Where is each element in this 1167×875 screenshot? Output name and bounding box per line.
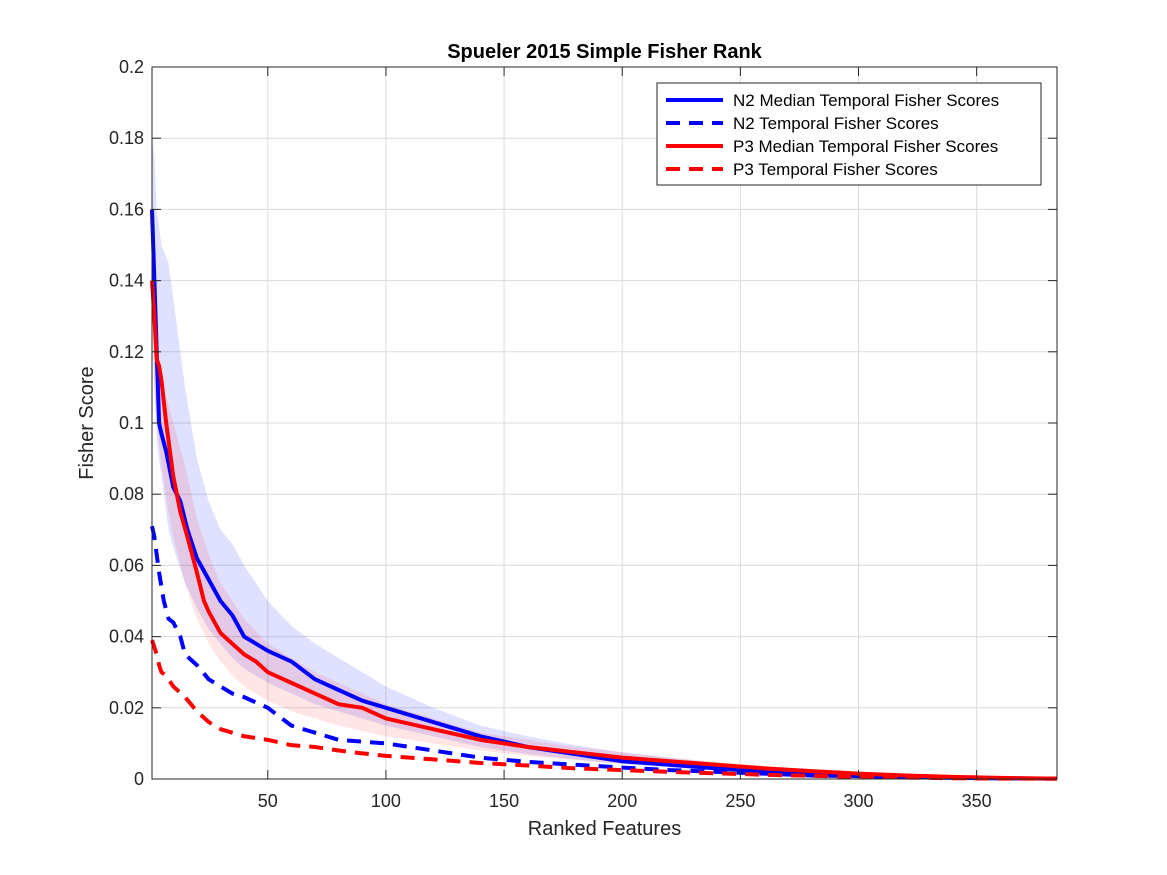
legend-entry: N2 Median Temporal Fisher Scores <box>733 91 999 110</box>
axis-ticks: 50 100 150 200 250 300 350 0 0.02 0.04 0.06 0.08 0.1… <box>109 57 1057 811</box>
x-tick-label: 250 <box>725 791 755 811</box>
y-tick-label: 0.12 <box>109 342 144 362</box>
y-tick-label: 0 <box>134 769 144 789</box>
series-line <box>150 525 1058 781</box>
x-tick-label: 150 <box>489 791 519 811</box>
legend-entry: N2 Temporal Fisher Scores <box>733 114 939 133</box>
x-tick-label: 50 <box>258 791 278 811</box>
series-line <box>150 280 1058 781</box>
y-tick-label: 0.1 <box>119 413 144 433</box>
y-tick-label: 0.14 <box>109 271 144 291</box>
series-line <box>150 639 1057 781</box>
series-lines <box>150 209 1058 781</box>
x-tick-label: 350 <box>962 791 992 811</box>
x-tick-label: 300 <box>843 791 873 811</box>
y-tick-label: 0.18 <box>109 128 144 148</box>
series-line <box>150 209 1058 781</box>
x-axis-label: Ranked Features <box>528 818 681 840</box>
y-tick-label: 0.02 <box>109 698 144 718</box>
y-axis-label: Fisher Score <box>76 366 98 479</box>
y-tick-label: 0.06 <box>109 555 144 575</box>
legend-entry: P3 Median Temporal Fisher Scores <box>733 137 998 156</box>
y-tick-label: 0.2 <box>119 57 144 77</box>
chart-title: Spueler 2015 Simple Fisher Rank <box>447 41 762 63</box>
y-tick-label: 0.04 <box>109 627 144 647</box>
legend-entry: P3 Temporal Fisher Scores <box>733 160 938 179</box>
x-tick-label: 100 <box>371 791 401 811</box>
y-tick-label: 0.16 <box>109 199 144 219</box>
y-tick-label: 0.08 <box>109 484 144 504</box>
legend: N2 Median Temporal Fisher Scores N2 Tempo… <box>656 82 1042 186</box>
x-tick-label: 200 <box>607 791 637 811</box>
